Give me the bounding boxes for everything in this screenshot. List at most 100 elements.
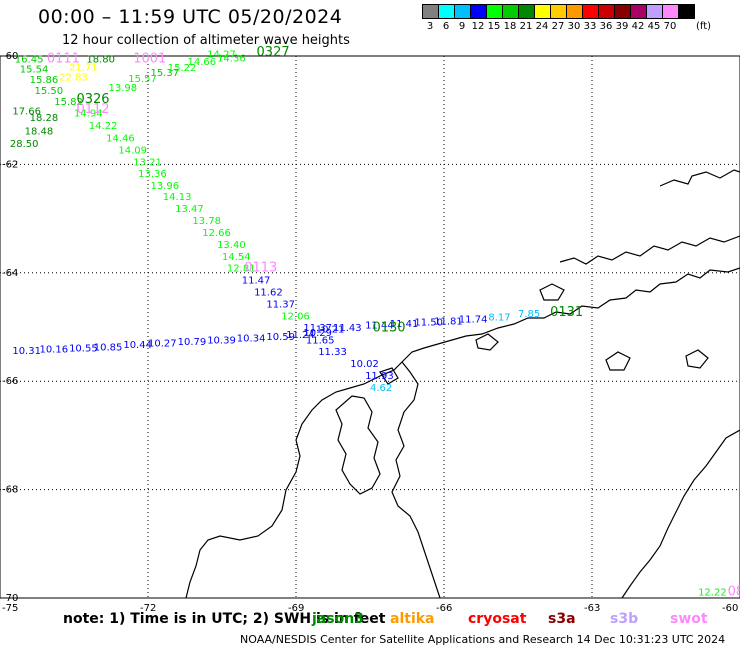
legend-swatch-label: 36 — [599, 21, 613, 32]
islands-mid — [559, 235, 740, 265]
latitude-tick-label: -60 — [2, 51, 18, 62]
wave-height-label: 10.16 — [39, 344, 68, 355]
latitude-tick-label: -68 — [2, 485, 18, 496]
legend-swatch-label: 45 — [647, 21, 661, 32]
wave-height-label: 12.66 — [202, 228, 231, 239]
wave-height-label: 13.96 — [150, 181, 179, 192]
legend-swatch-label: 6 — [442, 21, 450, 32]
wave-height-label: 16.45 — [15, 55, 44, 66]
wave-height-label: 10.21 — [316, 324, 345, 335]
legend-swatch-label: 3 — [426, 21, 434, 32]
legend-swatch-label: 21 — [519, 21, 533, 32]
pass-time-label: 08 — [728, 584, 740, 599]
wave-height-label: 8.17 — [488, 312, 510, 323]
legend-swatch-label: 18 — [503, 21, 517, 32]
longitude-tick-label: -72 — [140, 603, 156, 614]
wave-height-label: 10.29 — [303, 328, 332, 339]
wave-height-label: 14.27 — [207, 50, 236, 61]
wave-height-label: 11.65 — [306, 335, 335, 346]
wave-height-label: 11.37 — [266, 299, 295, 310]
wave-height-label: 13.21 — [133, 157, 162, 168]
eastern-coast — [621, 429, 740, 599]
wave-height-label: 13.98 — [109, 83, 138, 94]
wave-height-label: 10.85 — [94, 342, 123, 353]
wave-height-label: 17.66 — [12, 107, 41, 118]
satellite-legend-item: swot — [670, 611, 708, 627]
island-small-2 — [475, 333, 499, 351]
wave-height-label: 11.44 — [365, 321, 394, 332]
footer-note: note: 1) Time is in UTC; 2) SWH is in fe… — [63, 611, 386, 627]
graticule-grid — [0, 56, 740, 598]
wave-height-label: 11.33 — [318, 347, 347, 358]
wave-height-label: 14.46 — [106, 134, 135, 145]
pass-time-label: 0131 — [550, 305, 583, 320]
satellite-legend-item: jason3 — [312, 611, 364, 627]
wave-height-label: 10.39 — [207, 335, 236, 346]
pass-time-label: 1001 — [133, 52, 166, 67]
wave-height-label: 10.55 — [69, 343, 98, 354]
wave-height-label: 21.71 — [69, 63, 98, 74]
island-small-3 — [605, 351, 631, 371]
wave-height-label: 14.22 — [89, 121, 118, 132]
wave-height-label: 15.86 — [30, 75, 59, 86]
island-small-5 — [379, 367, 399, 385]
legend-swatch-label: 33 — [583, 21, 597, 32]
satellite-legend-item: cryosat — [468, 611, 527, 627]
coastline — [185, 169, 740, 599]
wave-height-label: 10.34 — [237, 334, 266, 345]
wave-height-label: 13.40 — [217, 240, 246, 251]
wave-height-label: 15.22 — [168, 63, 197, 74]
peninsula-inner-coast — [391, 361, 441, 599]
wave-height-label: 12.22 — [698, 587, 727, 598]
wave-height-label: 14.94 — [74, 109, 103, 120]
wave-height-label: 28.50 — [10, 139, 39, 150]
longitude-tick-label: -66 — [436, 603, 452, 614]
wave-height-label: 10.02 — [350, 359, 379, 370]
wave-height-label: 12.81 — [227, 264, 256, 275]
color-legend: 3 6 9 12 15 18 21 24 27 30 33 36 39 42 45 70 (ft) — [422, 4, 711, 32]
wave-height-label: 13.47 — [175, 204, 204, 215]
wave-height-label: 11.81 — [434, 316, 463, 327]
longitude-tick-label: -60 — [722, 603, 738, 614]
wave-height-label: 10.79 — [178, 337, 207, 348]
wave-height-label: 11.37 — [303, 323, 332, 334]
satellite-legend-item: altika — [390, 611, 435, 627]
page-subtitle: 12 hour collection of altimeter wave hei… — [62, 33, 350, 48]
wave-height-label: 13.36 — [138, 169, 167, 180]
wave-height-label: 14.54 — [222, 252, 251, 263]
wave-height-label: 12.06 — [281, 311, 310, 322]
wave-height-label: 14.13 — [163, 192, 192, 203]
page-title: 00:00 – 11:59 UTC 05/20/2024 — [38, 6, 343, 28]
wave-height-label: 14.36 — [217, 53, 246, 64]
wave-height-label: 11.74 — [459, 315, 488, 326]
pass-time-label: 0112 — [76, 102, 109, 117]
wave-height-label: 11.50 — [414, 317, 443, 328]
axis-tick-labels: -60 -62 -64 -66 -68 -70-75 -72 -69 -66 -63 -60 — [2, 51, 738, 614]
longitude-tick-label: -75 — [2, 603, 18, 614]
legend-unit: (ft) — [696, 21, 712, 32]
island-small-4 — [685, 349, 709, 369]
wave-height-label: 14.09 — [118, 146, 147, 157]
pass-time-label: 0130 — [372, 320, 405, 335]
legend-swatch-label: 9 — [458, 21, 466, 32]
map-frame — [0, 55, 740, 599]
wave-height-label: 10.44 — [123, 340, 152, 351]
wave-height-label: 10.31 — [12, 346, 41, 357]
antarctic-peninsula-coast — [185, 267, 740, 599]
legend-swatch-label: 24 — [535, 21, 549, 32]
legend-labels: 3 6 9 12 15 18 21 24 27 30 33 36 39 42 45 70 (ft) — [422, 21, 711, 32]
latitude-tick-label: -66 — [2, 376, 18, 387]
legend-swatch-label: 39 — [615, 21, 629, 32]
wave-height-label: 11.24 — [286, 330, 315, 341]
wave-height-label: 15.50 — [35, 86, 64, 97]
wave-height-label: 7.85 — [518, 309, 540, 320]
legend-swatch-label: 27 — [551, 21, 565, 32]
legend-swatch-label: 42 — [631, 21, 645, 32]
wave-height-label: 15.82 — [54, 97, 83, 108]
legend-swatch-label: 30 — [567, 21, 581, 32]
longitude-tick-label: -69 — [288, 603, 304, 614]
wave-height-label: 11.41 — [390, 319, 419, 330]
